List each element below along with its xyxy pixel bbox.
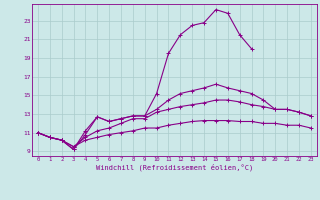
X-axis label: Windchill (Refroidissement éolien,°C): Windchill (Refroidissement éolien,°C) [96, 164, 253, 171]
